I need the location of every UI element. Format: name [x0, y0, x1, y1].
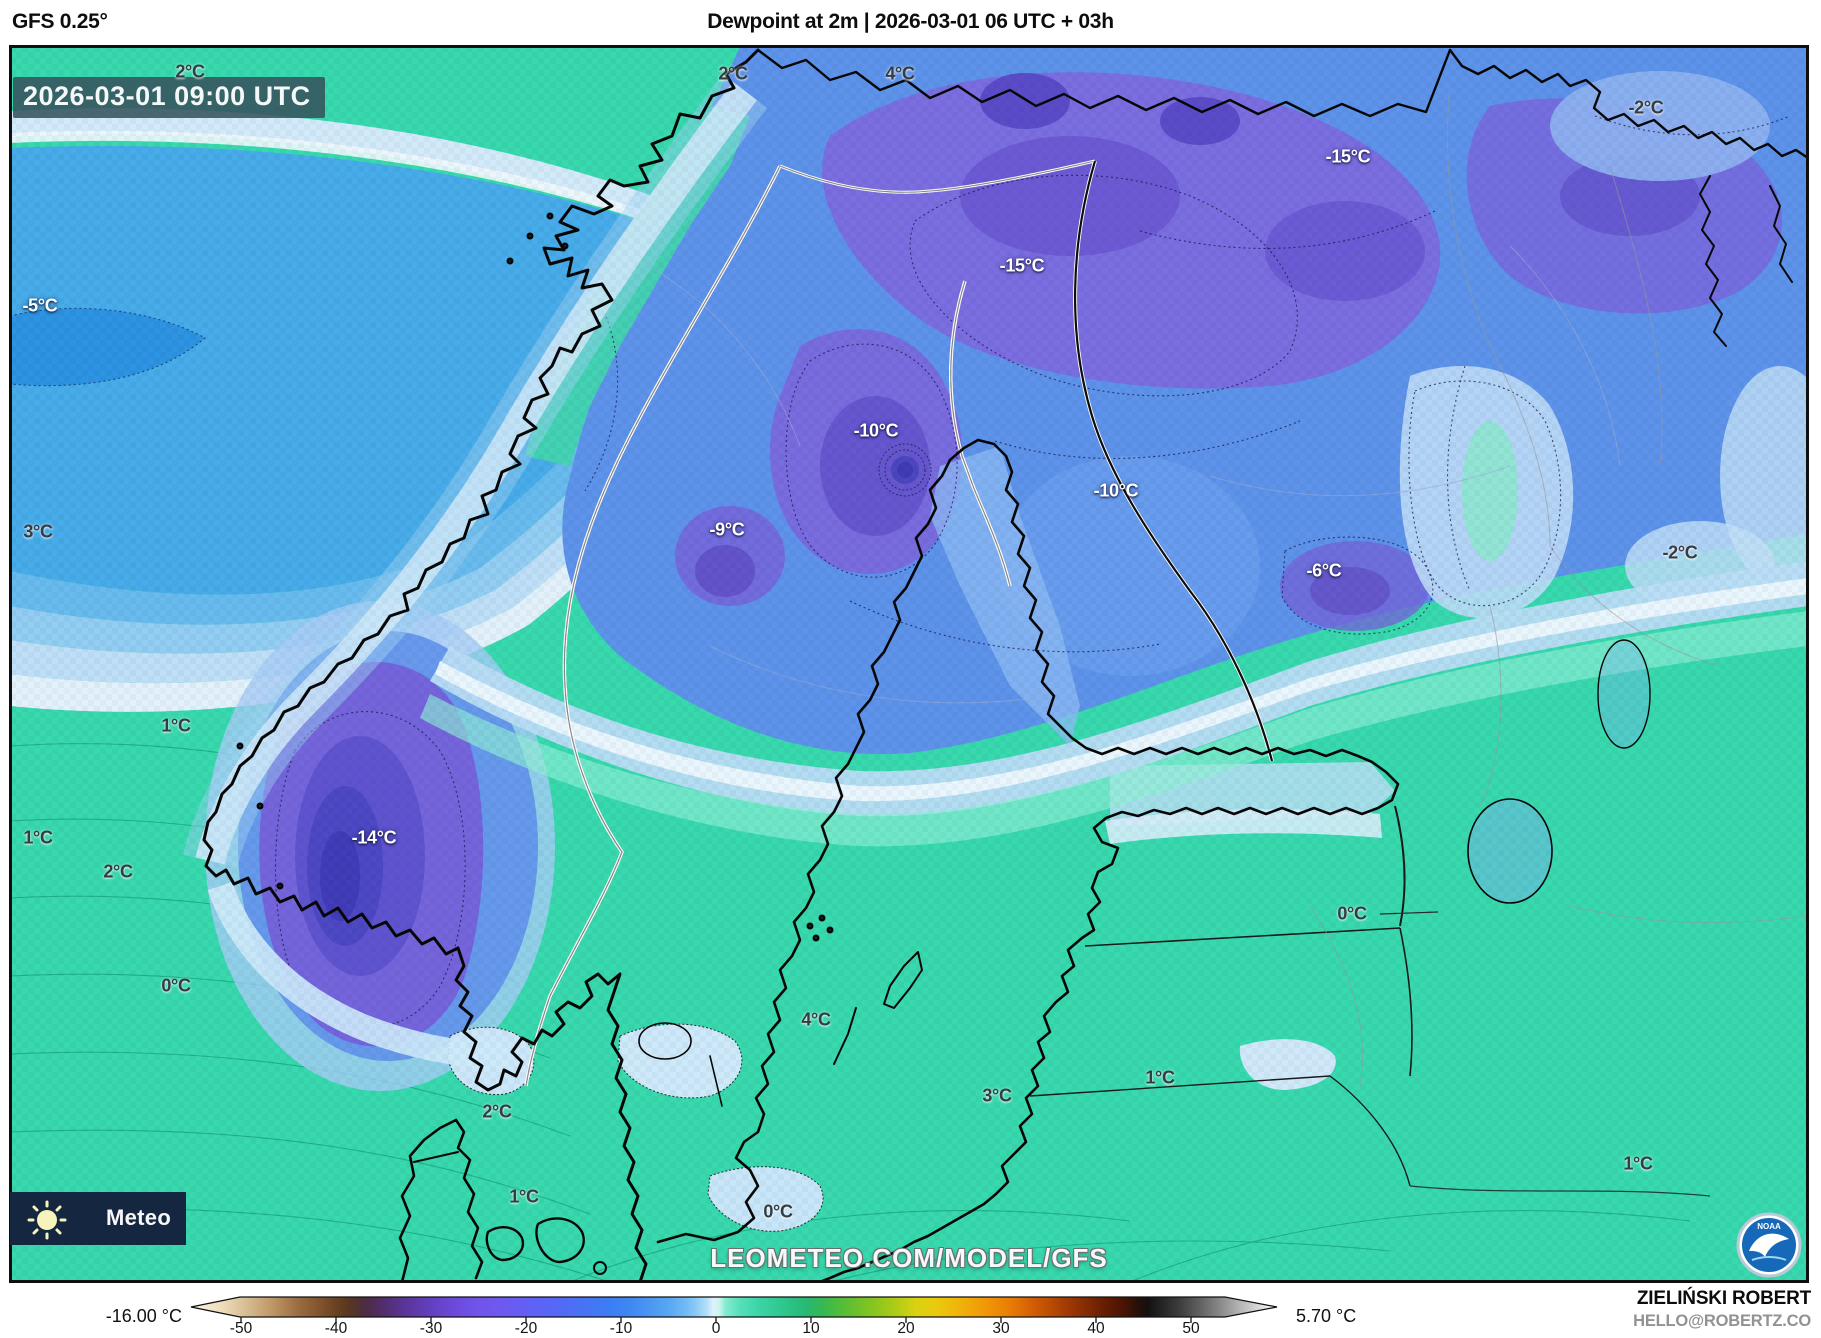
header-bar: GFS 0.25° Dewpoint at 2m | 2026-03-01 06…: [0, 0, 1821, 46]
temp-label: 0°C: [1337, 903, 1367, 924]
contact-credit: HELLO@ROBERTZ.CO: [1633, 1312, 1811, 1330]
temp-label: 2°C: [175, 61, 205, 82]
temp-label: 1°C: [161, 715, 191, 736]
map-frame: [10, 46, 1808, 1282]
temp-label: -9°C: [709, 519, 745, 540]
temp-label: -15°C: [999, 255, 1045, 276]
temp-label: -2°C: [1662, 542, 1698, 563]
map-canvas: [10, 46, 1808, 1282]
watermark-url: LEOMETEO.COM/MODEL/GFS: [710, 1243, 1108, 1273]
temp-label: -10°C: [1093, 480, 1139, 501]
colorbar-tick-label: 40: [1087, 1320, 1105, 1337]
temp-label: -15°C: [1325, 146, 1371, 167]
temp-label: 4°C: [801, 1009, 831, 1030]
colorbar-tick-label: 50: [1182, 1320, 1200, 1337]
timestamp-badge: 2026-03-01 09:00 UTC: [13, 77, 325, 118]
colorbar-tick-label: -50: [229, 1320, 253, 1337]
temp-label: 3°C: [982, 1085, 1012, 1106]
brand-logo-text: Meteo: [106, 1205, 172, 1230]
temp-label: 1°C: [1145, 1067, 1175, 1088]
colorbar-tick-label: 0: [711, 1320, 721, 1337]
colorbar-tick-label: 30: [992, 1320, 1010, 1337]
colorbar-tick-label: -40: [324, 1320, 348, 1337]
brand-logo: Meteo: [10, 1192, 186, 1245]
noaa-bird-icon: [1749, 1233, 1789, 1257]
temp-label: -10°C: [853, 420, 899, 441]
temp-label: 0°C: [161, 975, 191, 996]
author-credit: ZIELIŃSKI ROBERT: [1636, 1288, 1811, 1309]
temp-label: 3°C: [23, 521, 53, 542]
temp-label: 0°C: [763, 1201, 793, 1222]
colorbar-max-label: 5.70 °C: [1296, 1306, 1357, 1326]
colorbar-tick-label: 20: [897, 1320, 915, 1337]
colorbar: [190, 1296, 1278, 1323]
temp-label: 4°C: [885, 63, 915, 84]
colorbar-tick-label: -20: [514, 1320, 538, 1337]
temp-label: 1°C: [23, 827, 53, 848]
weather-map: [9, 45, 1809, 1283]
noaa-logo: NOAA: [1736, 1212, 1802, 1278]
temp-label: 1°C: [509, 1186, 539, 1207]
colorbar-tick-marks: [240, 1317, 1192, 1323]
colorbar-gradient: [190, 1296, 1278, 1318]
page-title: Dewpoint at 2m | 2026-03-01 06 UTC + 03h: [707, 10, 1114, 33]
temp-label: -14°C: [351, 827, 397, 848]
temp-label: 2°C: [482, 1101, 512, 1122]
temp-label: 2°C: [718, 63, 748, 84]
colorbar-min-label: -16.00 °C: [105, 1306, 182, 1326]
sun-icon: [24, 1196, 70, 1245]
colorbar-tick-label: 10: [802, 1320, 820, 1337]
colorbar-tick-label: -30: [419, 1320, 443, 1337]
noaa-logo-text: NOAA: [1757, 1222, 1781, 1231]
temp-label: -2°C: [1628, 97, 1664, 118]
temp-label: 2°C: [103, 861, 133, 882]
stipple-texture: [10, 46, 1808, 1282]
temp-label: -6°C: [1306, 560, 1342, 581]
model-label: GFS 0.25°: [12, 10, 108, 33]
colorbar-tick-label: -10: [609, 1320, 633, 1337]
temp-label: 1°C: [1623, 1153, 1653, 1174]
temp-label: -5°C: [22, 295, 58, 316]
